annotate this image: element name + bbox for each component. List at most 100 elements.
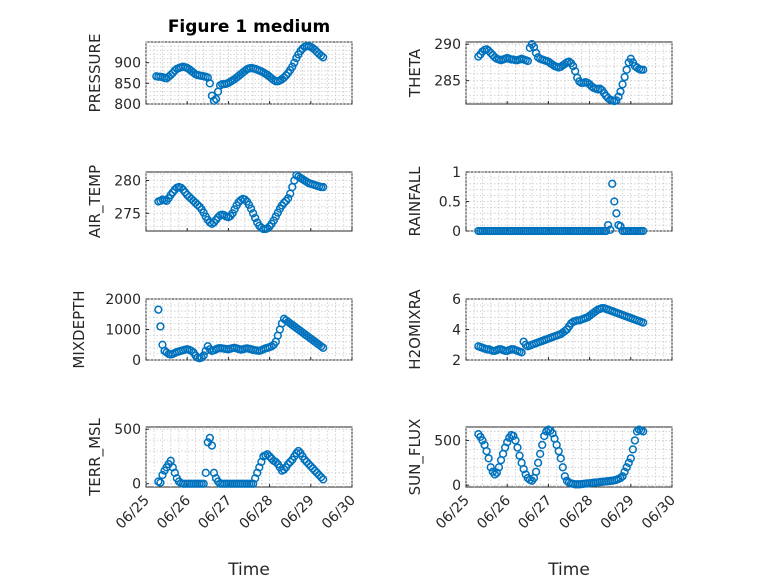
data-point (630, 436, 640, 445)
x-tick-label: 06/29 (598, 493, 638, 533)
data-point (531, 467, 541, 476)
data-point (560, 472, 570, 481)
y-tick-label: 6 (452, 292, 461, 308)
data-point (558, 463, 567, 472)
series-markers (154, 433, 328, 488)
y-tick-label: 2 (452, 353, 461, 369)
data-point (267, 342, 276, 351)
data-point (616, 222, 625, 231)
data-point (199, 479, 208, 488)
data-point (316, 51, 326, 60)
data-point (304, 459, 313, 469)
data-point (554, 447, 563, 456)
data-point (312, 468, 322, 477)
data-point (170, 66, 179, 75)
data-point (288, 62, 297, 71)
data-point (154, 305, 163, 314)
data-point (319, 475, 328, 484)
data-point (484, 454, 493, 463)
y-tick-label: 1000 (105, 323, 141, 339)
y-tick-label: 900 (114, 56, 141, 72)
data-point (308, 464, 318, 473)
data-point (620, 467, 629, 476)
data-point (263, 450, 272, 459)
data-point (240, 195, 250, 204)
data-point (531, 48, 541, 58)
data-point (540, 431, 549, 441)
data-point (482, 447, 491, 456)
axes-terr_msl: 0 500 06/25 06/26 06/27 06/28 06/29 06/30 TERR_M… (86, 417, 359, 580)
x-tick-label: 06/29 (278, 493, 318, 533)
data-point (187, 346, 196, 356)
x-tick-label: 06/27 (195, 493, 235, 533)
data-point (612, 209, 621, 218)
data-point (474, 52, 483, 61)
data-point (199, 351, 208, 360)
data-point (286, 457, 295, 467)
data-point (486, 463, 495, 472)
data-point (319, 53, 328, 62)
data-point (622, 65, 631, 74)
data-point (211, 94, 221, 104)
data-point (478, 436, 487, 445)
data-point (314, 470, 324, 480)
data-point (156, 478, 165, 487)
x-tick-label: 06/25 (433, 493, 473, 533)
data-point (283, 194, 293, 203)
data-point (310, 45, 320, 55)
data-point (269, 216, 278, 225)
data-point (310, 466, 320, 475)
data-point (610, 197, 619, 206)
y-tick-label: 275 (114, 206, 141, 222)
data-point (279, 198, 289, 207)
data-point (616, 473, 625, 483)
y-tick-label: 800 (114, 97, 141, 113)
y-tick-label: 0 (132, 353, 141, 369)
series-markers (474, 179, 648, 236)
data-point (618, 472, 627, 481)
data-point (205, 79, 215, 88)
y-tick-label: 1 (452, 165, 461, 181)
axes-rainfall: 0 0.5 1 RAINFALL (406, 165, 673, 240)
data-point (556, 454, 565, 463)
data-point (639, 318, 648, 327)
y-axis-label: THETA (406, 48, 424, 98)
data-point (603, 220, 613, 230)
series-markers (152, 41, 328, 105)
data-point (618, 80, 627, 89)
y-tick-label: 290 (434, 37, 461, 53)
data-point (622, 463, 631, 472)
y-tick-label: 2000 (105, 292, 141, 308)
data-point (271, 457, 280, 467)
series-markers (474, 304, 648, 357)
data-point (294, 446, 303, 456)
data-point (263, 224, 272, 233)
axes-mixdepth: 0 1000 2000 MIXDEPTH (70, 290, 353, 369)
data-point (523, 56, 532, 66)
data-point (290, 58, 299, 67)
data-point (639, 427, 648, 436)
data-point (205, 433, 215, 443)
data-point (538, 440, 547, 450)
data-point (319, 343, 328, 352)
x-axis-label: Time (547, 560, 590, 580)
data-point (316, 342, 326, 351)
data-point (283, 459, 293, 469)
y-tick-label: 0.5 (439, 195, 461, 211)
data-point (166, 70, 175, 80)
x-tick-label: 06/26 (474, 492, 514, 532)
data-point (158, 470, 167, 480)
series-markers (154, 305, 328, 363)
x-tick-label: 06/30 (319, 493, 359, 533)
series-markers (154, 171, 328, 234)
data-point (486, 48, 495, 58)
data-point (484, 46, 493, 55)
x-tick-label: 06/30 (639, 493, 679, 533)
data-point (199, 208, 208, 217)
data-point (608, 179, 617, 188)
data-point (207, 441, 217, 450)
data-point (251, 213, 260, 223)
axes-h2omixra: 2 4 6 H2OMIXRA (406, 289, 673, 370)
y-tick-label: 280 (114, 174, 141, 190)
